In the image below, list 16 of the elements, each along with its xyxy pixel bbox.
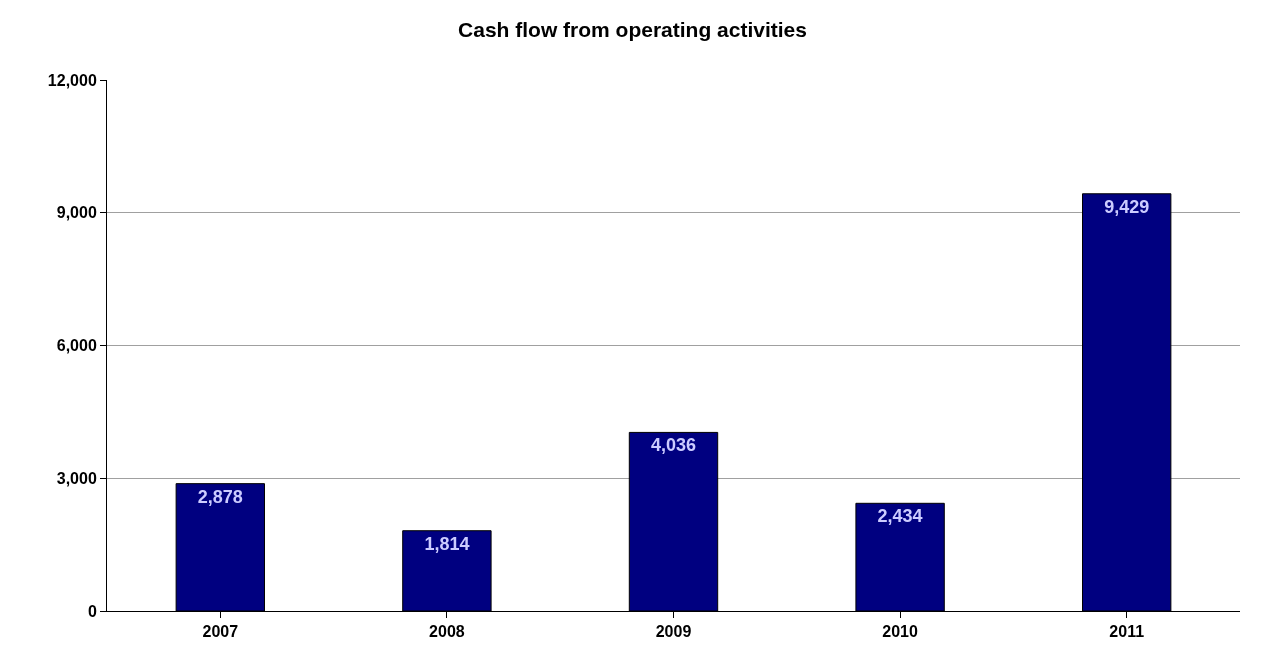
x-tick-label: 2009: [655, 623, 692, 641]
y-tick-label: 0: [87, 602, 97, 620]
y-tick-label: 9,000: [56, 204, 97, 222]
x-tick-label: 2011: [1109, 623, 1145, 641]
x-tick-label: 2007: [202, 623, 239, 641]
data-label: 2,434: [877, 506, 923, 527]
chart-title: Cash flow from operating activities: [458, 17, 807, 41]
data-label: 9,429: [1104, 196, 1150, 217]
y-tick-label: 3,000: [56, 469, 97, 487]
data-label: 1,814: [424, 533, 470, 554]
x-tick-label: 2010: [882, 623, 918, 641]
y-tick-label: 6,000: [56, 337, 97, 355]
data-label: 4,036: [650, 435, 697, 456]
x-tick-label: 2008: [429, 623, 465, 641]
y-tick-label: 12,000: [47, 71, 97, 89]
data-label: 2,878: [197, 486, 243, 507]
